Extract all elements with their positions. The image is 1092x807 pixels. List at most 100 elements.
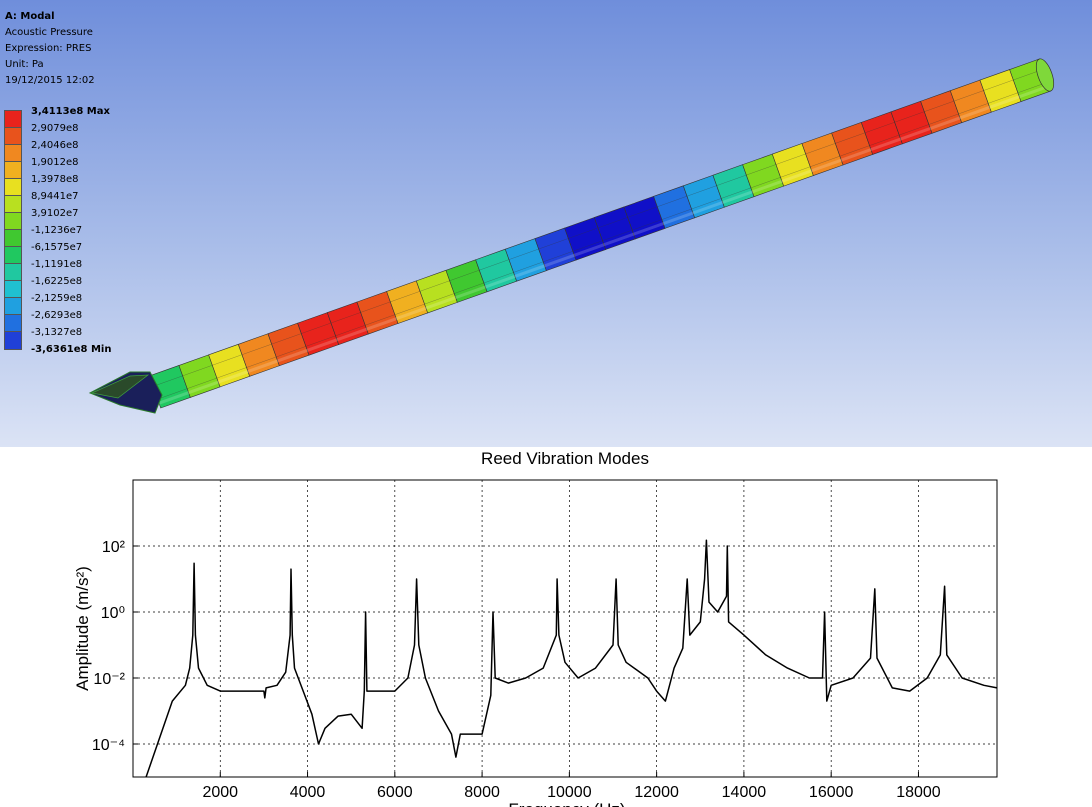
pipe-facet-line [928,113,959,125]
legend-swatch [4,144,22,163]
legend-swatch [4,110,22,129]
pipe-facet-line [597,217,628,229]
pipe-facet-line [835,132,866,144]
pipe-facet-line [330,312,361,324]
pipe-facet-line [246,356,277,368]
y-tick-label: 10⁰ [101,605,125,622]
pipe-facet-line [390,291,421,303]
pipe-facet-line [632,219,662,231]
pipe-end-cap [1035,58,1055,92]
pipe-facet-line [805,143,836,155]
legend-label: -2,1259e8 [31,293,83,304]
pipe-facet-line [661,208,692,220]
pipe-facet-line [483,272,514,284]
pipe-facet-line [365,314,395,326]
legend-label: -1,1236e7 [31,225,83,236]
pipe-facet-line [301,322,332,334]
pipe-facet-line [691,198,722,210]
legend-swatch [4,161,22,180]
legend-swatch [4,263,22,282]
pipe-facet-line [157,388,188,400]
pipe-facet-line [424,293,455,305]
y-axis-label: Amplitude (m/s²) [73,566,92,691]
pipe-facet-line [212,354,243,366]
pipe-facet-line [721,187,751,199]
pipe-facet-line [958,103,989,115]
legend-swatch [4,331,22,350]
pipe-facet-line [335,325,366,336]
x-tick-label: 4000 [290,784,326,801]
pipe-body [148,58,1052,409]
pipe-facet-line [276,346,306,358]
pipe-facet-line [924,100,955,112]
pipe-facet-line [479,259,510,271]
pipe-facet-line [568,227,599,239]
legend-label: -3,6361e8 Min [31,344,112,355]
pipe-model[interactable] [0,0,1092,447]
legend-label: 3,9102e7 [31,208,79,219]
pipe-facet-line [716,174,747,186]
legend-swatch [4,297,22,316]
y-tick-label: 10² [102,539,126,556]
legend-swatch [4,178,22,197]
pipe-facet-line [602,229,633,241]
chart-panel: Reed Vibration Modes 2000 4000 6000 8000 1000… [0,447,1092,807]
legend-label: 1,9012e8 [31,157,79,168]
legend-label: 3,4113e8 Max [31,106,110,117]
result-unit: Unit: Pa [5,59,44,70]
reed-tip [88,371,163,414]
legend-label: 2,4046e8 [31,140,79,151]
pipe-facet-line [305,335,336,347]
x-tick-label: 12000 [634,784,679,801]
pipe-facet-line [746,164,777,176]
pipe-facet-line [216,367,247,379]
legend-label: 8,9441e7 [31,191,79,202]
legend-label: -1,1191e8 [31,259,83,270]
legend-label: -6,1575e7 [31,242,83,253]
x-tick-label: 6000 [377,784,413,801]
pipe-facet-line [780,166,811,178]
x-tick-label: 18000 [896,784,941,801]
result-expression: Expression: PRES [5,43,92,54]
pipe-facet-line [750,177,781,189]
pipe-highlight [158,84,1050,405]
pipe-facet-line [182,365,213,377]
result-info: A: Modal Acoustic Pressure Expression: P… [5,9,95,89]
chart-title: Reed Vibration Modes [481,449,649,468]
plot-frame [132,479,998,778]
pipe-facet-line [899,124,929,136]
x-tick-label: 2000 [202,784,238,801]
pipe-facet-line [187,377,217,389]
pipe-facet-line [657,196,688,207]
pipe-facet-line [810,155,840,167]
viewport-3d[interactable]: A: Modal Acoustic Pressure Expression: P… [0,0,1092,447]
legend-swatch [4,246,22,265]
pipe-facet-line [839,145,870,157]
legend-label: -3,1327e8 [31,327,83,338]
analysis-title: A: Modal [5,11,55,22]
amplitude-line [145,539,998,778]
pipe-facet-line [152,375,183,387]
result-type: Acoustic Pressure [5,27,93,38]
y-tick-label: 10⁻² [93,671,125,688]
legend-swatch [4,229,22,248]
legend-swatch [4,280,22,299]
pipe-facet-line [869,134,900,146]
legend-swatch [4,314,22,333]
legend-label: -1,6225e8 [31,276,83,287]
y-tick-label: 10⁻⁴ [92,737,125,754]
legend-label: 1,3978e8 [31,174,79,185]
pipe-facet-line [508,248,539,260]
legend-swatch [4,195,22,214]
pipe-facet-line [983,79,1014,91]
pipe-facet-line [454,282,484,294]
pipe-facet-line [271,333,302,345]
x-tick-label: 16000 [809,784,854,801]
pipe-facet-line [241,343,272,355]
pipe-facet-line [572,240,603,252]
chart-svg: Reed Vibration Modes 2000 4000 6000 8000 1000… [73,449,998,807]
pipe-facet-line [513,261,544,273]
pipe-facet-line [449,269,480,281]
result-timestamp: 19/12/2015 12:02 [5,75,95,86]
pipe-facet-line [627,206,658,218]
